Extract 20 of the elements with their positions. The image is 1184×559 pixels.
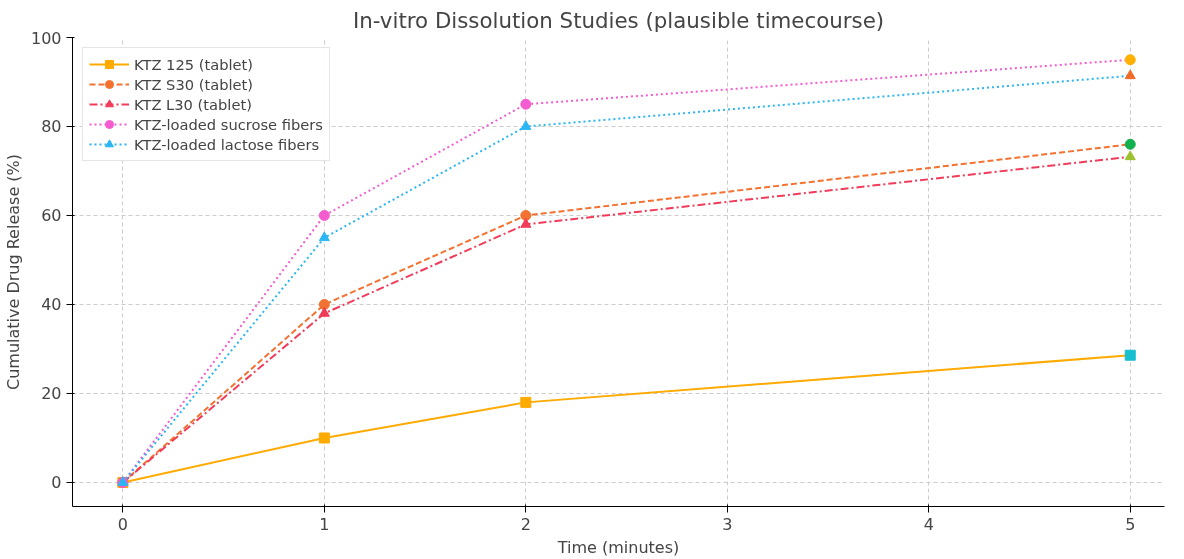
x-tick-label: 5 — [1125, 514, 1136, 534]
y-tick-label: 100 — [30, 28, 62, 48]
x-tick-label: 1 — [319, 514, 330, 534]
legend-label: KTZ L30 (tablet) — [134, 95, 252, 113]
x-tick-label: 2 — [520, 514, 531, 534]
x-tick-label: 0 — [117, 514, 128, 534]
y-axis-title: Cumulative Drug Release (%) — [3, 154, 23, 390]
legend-label: KTZ-loaded lactose fibers — [134, 135, 320, 153]
x-tick-label: 3 — [722, 514, 733, 534]
legend-label: KTZ 125 (tablet) — [134, 55, 254, 73]
y-tick-label: 80 — [41, 117, 62, 137]
legend-label: KTZ S30 (tablet) — [134, 75, 254, 93]
y-tick-label: 0 — [51, 473, 62, 493]
y-tick-label: 20 — [41, 384, 62, 404]
legend-label: KTZ-loaded sucrose fibers — [134, 115, 323, 133]
y-tick-label: 60 — [41, 206, 62, 226]
x-tick-label: 4 — [923, 514, 934, 534]
y-tick-label: 40 — [41, 295, 62, 315]
x-axis-title: Time (minutes) — [556, 537, 680, 557]
chart-title: In-vitro Dissolution Studies (plausible timecourse) — [352, 7, 885, 33]
